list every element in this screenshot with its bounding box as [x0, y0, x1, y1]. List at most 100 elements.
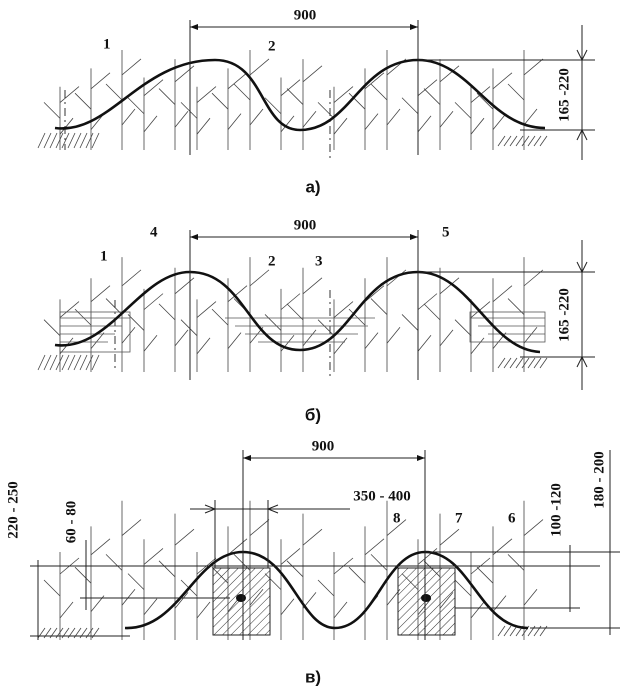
plant-stroke — [417, 293, 438, 310]
plant-stroke — [43, 102, 61, 119]
plant-stroke — [280, 334, 295, 352]
plant-stroke — [105, 554, 123, 571]
dimension-label: 900 — [294, 7, 317, 23]
plant-stroke — [286, 88, 304, 105]
plant-stroke — [302, 277, 323, 295]
plant-stroke — [233, 83, 251, 101]
plant-stroke — [503, 135, 512, 147]
ridge-profile — [54, 58, 546, 132]
plant-stroke — [401, 97, 419, 115]
plant-stroke — [143, 115, 158, 133]
plant-stroke — [121, 108, 136, 126]
plant-stroke — [211, 92, 229, 110]
plant-stroke — [417, 334, 432, 352]
plant-stroke — [492, 113, 507, 130]
plant-stroke — [249, 58, 270, 76]
plant-stroke — [364, 332, 379, 349]
plant-stroke — [523, 269, 544, 287]
callout: 7 — [455, 510, 463, 526]
plant-stroke — [264, 97, 282, 115]
plant-stroke — [143, 79, 164, 96]
plant-stroke — [59, 117, 74, 135]
plant-stroke — [302, 65, 323, 83]
plant-stroke — [121, 269, 142, 287]
plant-stroke — [364, 285, 385, 303]
plant-stroke — [74, 566, 92, 584]
plant-stroke — [90, 538, 111, 556]
plant-stroke — [539, 135, 548, 147]
plant-stroke — [515, 357, 524, 369]
plant-stroke — [121, 519, 142, 536]
plant-stroke — [73, 354, 82, 371]
plant-stroke — [417, 548, 438, 565]
arrows — [576, 261, 588, 368]
callout: 2 — [268, 253, 276, 269]
plant-stroke — [302, 111, 317, 128]
plant-stroke — [73, 132, 82, 149]
plant-stroke — [364, 72, 385, 90]
plant-stroke — [333, 601, 348, 619]
plant-stroke — [227, 332, 242, 349]
plant-stroke — [227, 113, 242, 130]
plant-stroke — [386, 108, 401, 126]
plant-stroke — [533, 357, 542, 369]
plant-stroke — [302, 528, 323, 546]
plant-stroke — [454, 319, 472, 336]
plant-stroke — [264, 314, 282, 331]
plant-stroke — [417, 79, 438, 96]
plant-stroke — [509, 135, 518, 147]
plant-stroke — [37, 354, 46, 371]
plant-stroke — [105, 83, 123, 101]
plant-stroke — [127, 314, 145, 331]
plant-stroke — [227, 72, 248, 90]
plant-stroke — [386, 519, 407, 536]
plant-stroke — [59, 601, 74, 619]
height-label: 165 -220 — [556, 288, 572, 342]
right-inner-label: 100 -120 — [548, 483, 564, 537]
plant-stroke — [280, 598, 295, 616]
plant-stroke — [196, 601, 211, 619]
plant-stroke — [249, 519, 270, 536]
drain-box — [397, 567, 456, 636]
left-total-label: 220 - 250 — [5, 481, 21, 539]
plant-stroke — [143, 598, 158, 616]
plant-stroke — [515, 135, 524, 147]
plant-stroke — [286, 560, 304, 578]
plant-stroke — [174, 277, 195, 295]
plant-stroke — [90, 72, 111, 90]
drain-pipe — [236, 594, 246, 602]
caption: в) — [305, 667, 321, 686]
plant-stroke — [196, 86, 217, 103]
panel-b: 900 165 -220 4 1 2 3 5 б) — [54, 217, 595, 424]
plant-stroke — [59, 86, 80, 103]
plant-stroke — [280, 548, 301, 565]
callout: 1 — [103, 36, 111, 52]
plant-stroke — [211, 308, 229, 326]
callout: 6 — [508, 510, 516, 526]
plant-stroke — [67, 132, 76, 149]
plant-stroke — [503, 625, 512, 637]
plant-stroke — [497, 357, 506, 369]
caption: а) — [305, 177, 320, 196]
plant-stroke — [286, 303, 304, 321]
plant-stroke — [158, 303, 176, 321]
plant-stroke — [79, 132, 88, 149]
drain-pipe — [421, 594, 431, 602]
plant-stroke — [523, 58, 544, 76]
dimension-label: 900 — [294, 217, 317, 233]
plant-stroke — [174, 329, 189, 347]
callout: 4 — [150, 224, 158, 240]
plant-stroke — [280, 293, 301, 310]
plant-stroke — [90, 285, 111, 303]
plant-stroke — [333, 301, 354, 318]
plant-stroke — [523, 108, 538, 126]
plant-stroke — [470, 337, 485, 355]
plant-stroke — [454, 102, 472, 119]
plant-stroke — [470, 117, 485, 135]
plant-stroke — [333, 117, 348, 135]
plant-stroke — [470, 601, 485, 619]
plant-stroke — [49, 354, 58, 371]
plant-stroke — [196, 117, 211, 135]
plant-stroke — [280, 79, 301, 96]
plant-stroke — [143, 334, 158, 352]
